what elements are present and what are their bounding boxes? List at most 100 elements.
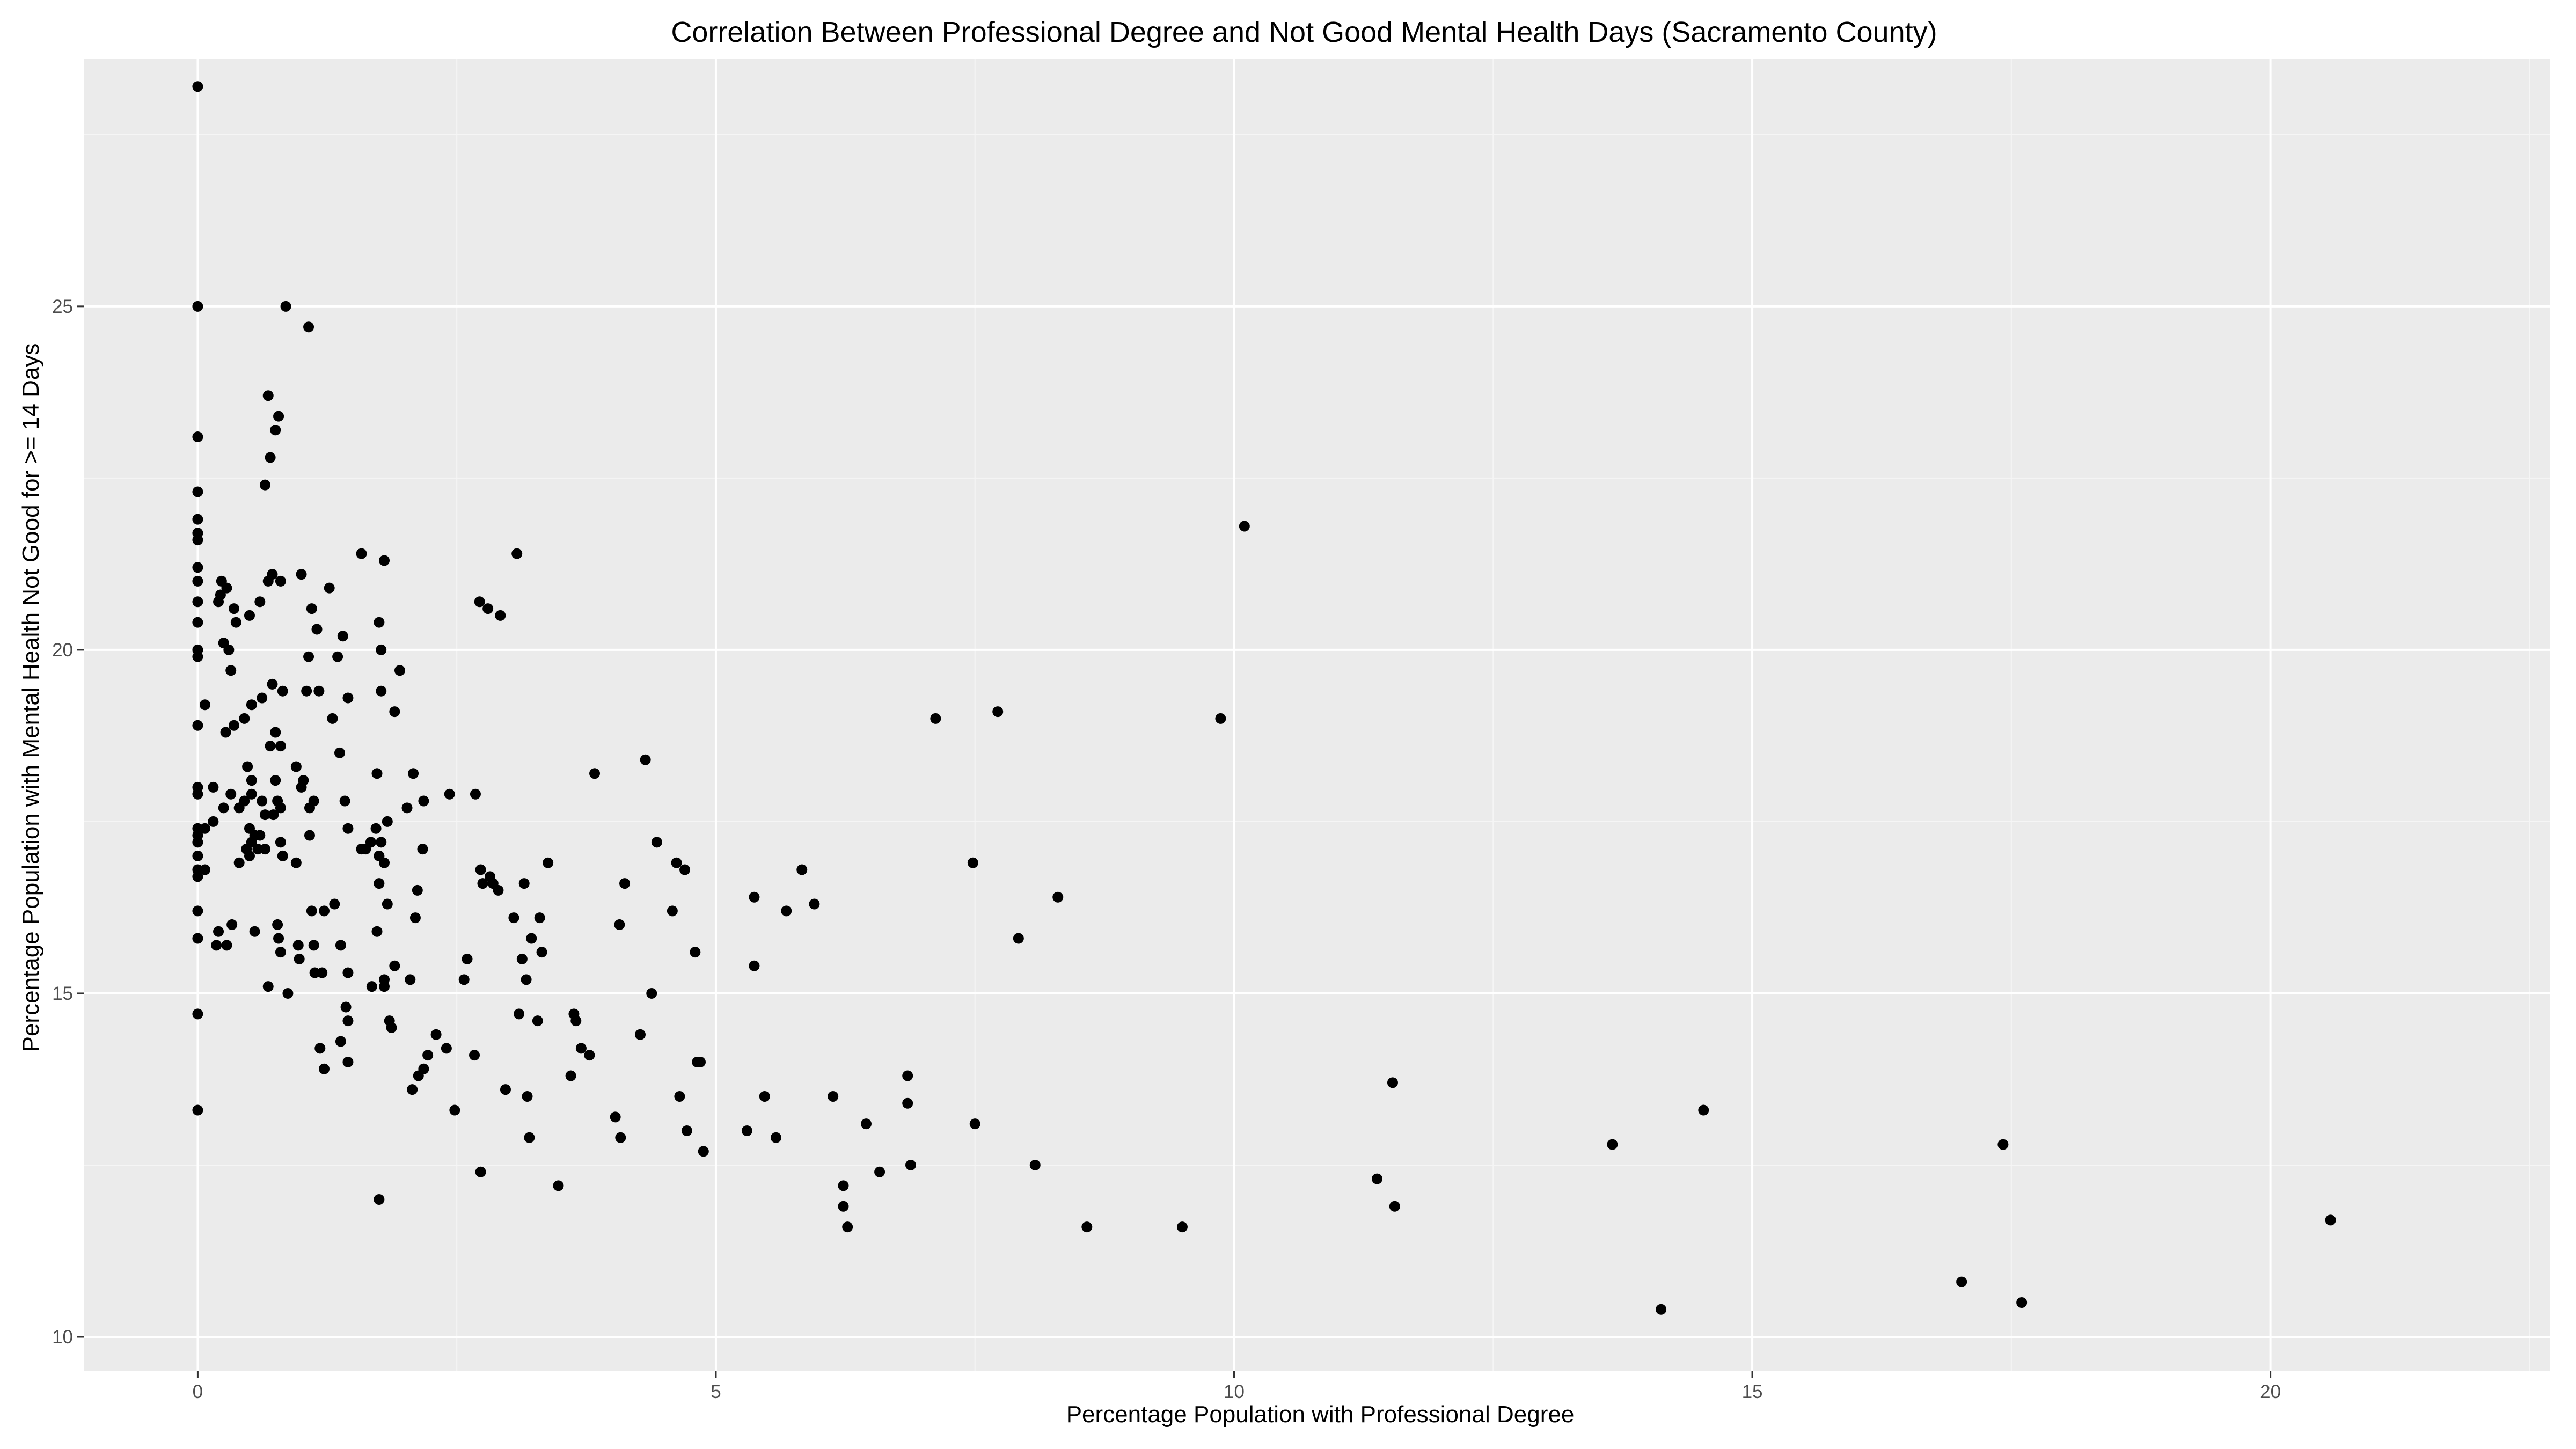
- data-point: [233, 857, 245, 868]
- data-point: [376, 644, 387, 655]
- data-point: [430, 1029, 442, 1040]
- data-point: [640, 754, 651, 765]
- data-point: [317, 967, 328, 978]
- data-point: [192, 871, 203, 882]
- data-point: [667, 905, 678, 917]
- data-point: [690, 947, 701, 958]
- data-point: [495, 610, 506, 621]
- data-point: [277, 685, 288, 697]
- data-point: [342, 1015, 354, 1027]
- data-point: [470, 788, 481, 800]
- data-point: [275, 575, 286, 587]
- data-point: [342, 692, 354, 704]
- data-point: [444, 788, 455, 800]
- data-point: [589, 768, 601, 779]
- y-tick-label: 15: [52, 983, 73, 1004]
- chart-title: Correlation Between Professional Degree …: [671, 16, 1937, 48]
- data-point: [273, 933, 284, 944]
- data-point: [262, 390, 274, 401]
- data-point: [412, 884, 423, 896]
- x-axis-label: Percentage Population with Professional …: [1066, 1401, 1575, 1428]
- data-point: [342, 1056, 354, 1067]
- data-point: [211, 940, 222, 951]
- data-point: [2016, 1297, 2028, 1308]
- data-point: [477, 878, 488, 889]
- data-point: [192, 933, 203, 944]
- data-point: [290, 857, 302, 868]
- data-point: [374, 878, 385, 889]
- data-point: [192, 720, 203, 731]
- data-point: [1656, 1304, 1667, 1315]
- data-point: [270, 425, 281, 436]
- data-point: [294, 953, 305, 964]
- data-point: [614, 919, 625, 930]
- data-point: [379, 857, 390, 868]
- y-tick-label: 20: [52, 640, 73, 661]
- data-point: [301, 685, 312, 697]
- data-point: [339, 795, 350, 807]
- data-point: [272, 919, 283, 930]
- data-point: [332, 651, 343, 662]
- data-point: [226, 919, 238, 930]
- data-point: [532, 1015, 543, 1027]
- data-point: [244, 610, 255, 621]
- data-point: [905, 1159, 917, 1170]
- major-gridlines: [84, 59, 2550, 1371]
- data-point: [749, 960, 760, 971]
- data-point: [838, 1201, 849, 1212]
- data-point: [254, 596, 266, 608]
- data-point: [418, 1063, 429, 1074]
- data-point: [992, 706, 1004, 718]
- data-point: [229, 603, 240, 614]
- data-point: [192, 788, 203, 800]
- data-point: [418, 795, 429, 807]
- data-point: [192, 596, 203, 608]
- data-point: [257, 795, 268, 807]
- data-point: [239, 713, 250, 724]
- data-point: [308, 795, 319, 807]
- data-point: [365, 837, 376, 848]
- data-point: [781, 905, 792, 917]
- data-point: [239, 795, 250, 807]
- data-point: [265, 452, 276, 463]
- data-point: [275, 837, 286, 848]
- data-point: [273, 411, 284, 422]
- data-point: [838, 1180, 849, 1191]
- data-point: [334, 747, 345, 758]
- data-point: [356, 548, 367, 559]
- data-point: [615, 1132, 626, 1143]
- data-point: [770, 1132, 781, 1143]
- data-point: [930, 713, 941, 724]
- data-point: [335, 1036, 346, 1047]
- data-point: [218, 802, 229, 814]
- data-point: [902, 1097, 913, 1109]
- data-point: [319, 1063, 330, 1074]
- data-point: [482, 603, 494, 614]
- data-point: [306, 905, 317, 917]
- data-point: [221, 940, 232, 951]
- data-point: [516, 953, 528, 964]
- data-point: [1215, 713, 1226, 724]
- y-tick-label: 10: [52, 1327, 73, 1348]
- data-point: [389, 706, 400, 718]
- data-point: [246, 699, 257, 711]
- data-point: [282, 987, 294, 999]
- x-tick-label: 0: [193, 1381, 203, 1402]
- data-point: [192, 486, 203, 497]
- data-point: [1372, 1173, 1383, 1184]
- data-point: [319, 905, 330, 917]
- data-point: [270, 727, 281, 738]
- data-point: [610, 1111, 621, 1123]
- data-point: [308, 940, 319, 951]
- data-point: [192, 562, 203, 573]
- data-point: [401, 802, 413, 814]
- data-point: [306, 603, 317, 614]
- data-point: [213, 926, 224, 937]
- data-point: [192, 837, 203, 848]
- data-point: [192, 617, 203, 628]
- data-point: [249, 926, 260, 937]
- data-point: [199, 864, 210, 875]
- data-point: [303, 321, 314, 333]
- data-point: [969, 1118, 980, 1130]
- data-point: [469, 1050, 480, 1061]
